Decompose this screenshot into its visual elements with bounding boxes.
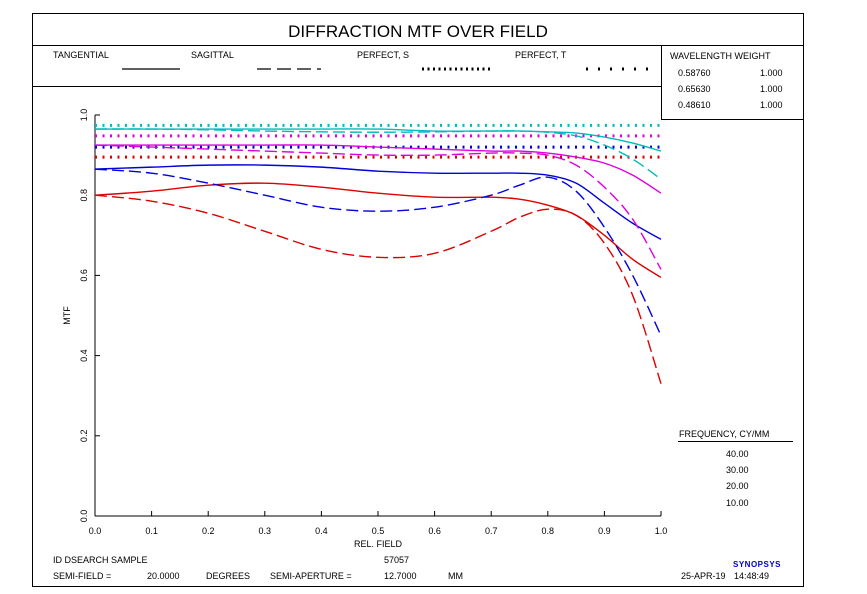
chart-title: DIFFRACTION MTF OVER FIELD — [32, 13, 804, 46]
semi-field-unit: DEGREES — [206, 571, 251, 581]
y-tick-label: 0.4 — [79, 349, 89, 362]
x-tick-label: 0.8 — [542, 526, 555, 536]
mtf-curve-sagittal-30.00 — [94, 168, 662, 336]
mtf-curve-tangential-40.00 — [94, 182, 662, 278]
x-tick-label: 0.3 — [259, 526, 272, 536]
legend-perfect-t-label: PERFECT, T — [515, 50, 567, 60]
x-tick-label: 0.6 — [428, 526, 441, 536]
weight-value: 1.000 — [760, 100, 783, 110]
frequency-item-40: 40.00 — [726, 449, 749, 459]
time: 14:48:49 — [734, 571, 770, 581]
date: 25-APR-19 — [681, 571, 726, 581]
frequency-item-30: 30.00 — [726, 465, 749, 475]
legend-tangential-label: TANGENTIAL — [53, 50, 109, 60]
x-tick-label: 0.7 — [485, 526, 498, 536]
x-tick-label: 1.0 — [655, 526, 668, 536]
id-label: ID DSEARCH SAMPLE — [53, 555, 148, 565]
wavelength-box: WAVELENGTH WEIGHT 0.58760 1.000 0.65630 … — [661, 45, 804, 120]
frequency-header-underline — [678, 441, 793, 442]
legend-separator — [32, 86, 661, 87]
mtf-curve-tangential-10.00 — [95, 128, 662, 152]
x-tick-label: 0.0 — [89, 526, 102, 536]
semi-aperture-unit: MM — [448, 571, 463, 581]
weight-value: 1.000 — [760, 84, 783, 94]
wavelength-value: 0.65630 — [678, 84, 711, 94]
x-tick-label: 0.9 — [598, 526, 611, 536]
plot-frame — [32, 13, 804, 587]
mtf-curve-sagittal-40.00 — [94, 194, 662, 384]
legend-perfect-s-label: PERFECT, S — [357, 50, 410, 60]
synopsys-logo: SYNOPSYS — [733, 560, 782, 569]
semi-aperture-label: SEMI-APERTURE = — [270, 571, 352, 581]
y-tick-label: 0.6 — [79, 269, 89, 282]
weight-value: 1.000 — [760, 68, 783, 78]
wavelength-value: 0.58760 — [678, 68, 711, 78]
x-tick-label: 0.4 — [315, 526, 328, 536]
semi-aperture-value: 12.7000 — [384, 571, 417, 581]
y-tick-label: 1.0 — [79, 109, 89, 122]
wavelength-value: 0.48610 — [678, 100, 711, 110]
frequency-header: FREQUENCY, CY/MM — [679, 429, 770, 439]
mtf-curve-sagittal-20.00 — [94, 144, 662, 270]
wavelength-header: WAVELENGTH WEIGHT — [670, 51, 771, 61]
y-axis-label: MTF — [62, 306, 72, 325]
id-number: 57057 — [384, 555, 410, 565]
x-tick-label: 0.1 — [145, 526, 158, 536]
x-axis-label: REL. FIELD — [354, 539, 403, 549]
legend-sagittal-label: SAGITTAL — [191, 50, 234, 60]
y-tick-label: 0.2 — [79, 430, 89, 443]
mtf-curve-tangential-20.00 — [94, 144, 662, 194]
semi-field-value: 20.0000 — [147, 571, 180, 581]
x-tick-label: 0.5 — [372, 526, 385, 536]
x-tick-label: 0.2 — [202, 526, 215, 536]
y-tick-label: 0.8 — [79, 189, 89, 202]
y-tick-label: 0.0 — [79, 510, 89, 523]
frequency-item-20: 20.00 — [726, 481, 749, 491]
semi-field-label: SEMI-FIELD = — [53, 571, 112, 581]
frequency-item-10: 10.00 — [726, 498, 749, 508]
mtf-curve-tangential-30.00 — [94, 164, 662, 240]
